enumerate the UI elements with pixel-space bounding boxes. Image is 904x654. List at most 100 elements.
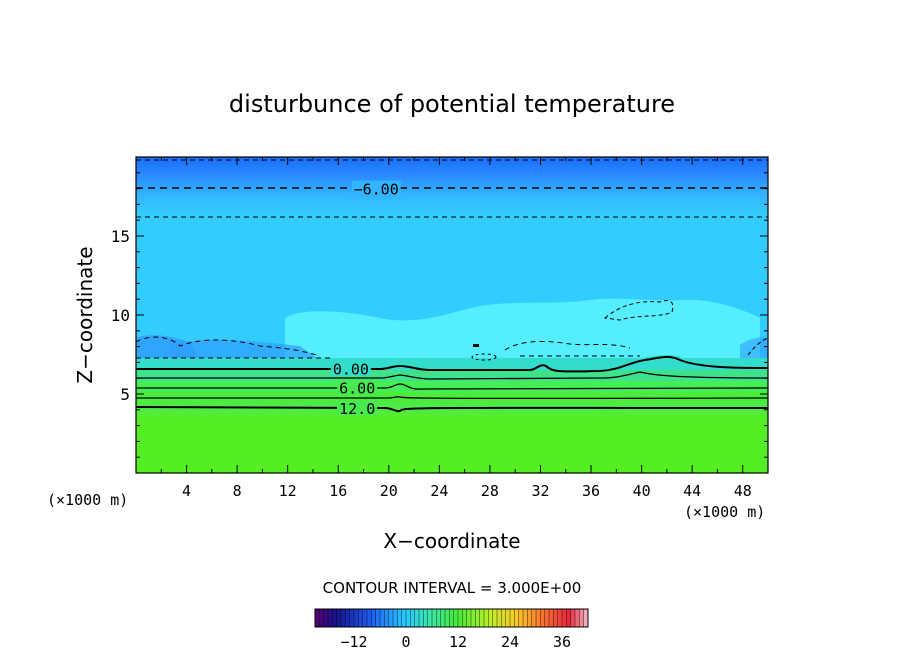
colorbar-cell (397, 609, 402, 627)
contour-label: 0.00 (333, 361, 369, 379)
contour-label-bg (330, 360, 371, 376)
x-tick-label: 8 (233, 482, 242, 500)
colorbar-cell (332, 609, 337, 627)
colorbar-cell (562, 609, 567, 627)
contour-line-0 (136, 355, 768, 373)
x-unit-label-left: (×1000 m) (47, 491, 128, 509)
contour-line-neg3-right (603, 299, 674, 321)
colorbar-cell (393, 609, 398, 627)
field-green-1 (136, 370, 768, 382)
colorbar-cell (531, 609, 537, 627)
colorbar-cell (315, 609, 320, 627)
y-tick-label: 15 (111, 227, 130, 246)
colorbar-cell (419, 609, 424, 627)
colorbar-cell (536, 609, 541, 627)
x-unit-label-right: (×1000 m) (684, 503, 765, 521)
colorbar-tick-label: −12 (340, 633, 367, 651)
colorbar-tick-label: 24 (501, 633, 519, 651)
contour-label: −6.00 (354, 181, 399, 199)
colorbar-cell (514, 609, 519, 627)
colorbar-cell (557, 609, 563, 627)
colorbar-cell (328, 609, 333, 627)
colorbar-cell (436, 609, 441, 627)
x-tick-label: 4 (182, 482, 191, 500)
colorbar-cell (527, 609, 532, 627)
colorbar-cell (358, 609, 363, 627)
colorbar-cell (410, 609, 415, 627)
colorbar-cell (488, 609, 493, 627)
x-tick-label: 28 (481, 482, 499, 500)
colorbar-cell (449, 609, 454, 627)
chart-title: disturbunce of potential temperature (229, 90, 675, 118)
y-axis-label: Z−coordinate (73, 246, 97, 383)
contour-line-9 (136, 396, 768, 400)
contour-label: 12.0 (339, 400, 375, 418)
colorbar-cell (349, 609, 355, 627)
colorbar-cell (492, 609, 498, 627)
colorbar-cell (458, 609, 463, 627)
contour-line-neg3-mid (504, 341, 640, 357)
y-axis-ticks: 5 10 15 (111, 172, 768, 458)
colorbar-cell (471, 609, 476, 627)
colorbar-cell (388, 609, 394, 627)
colorbar-cell (553, 609, 558, 627)
field-blue-patch-mid (170, 339, 320, 360)
colorbar (315, 609, 589, 627)
colorbar-cell (380, 609, 385, 627)
colorbar-cell (501, 609, 506, 627)
y-tick-label: 5 (120, 385, 130, 404)
contour-line-neg3-edge (747, 337, 768, 356)
colorbar-cell (371, 609, 376, 627)
contour-labels: −6.00 0.006.00 12.0 (330, 180, 401, 418)
colorbar-cell (345, 609, 350, 627)
colorbar-cell (570, 609, 576, 627)
colorbar-cell (375, 609, 381, 627)
colorbar-cell (401, 609, 407, 627)
x-tick-label: 44 (683, 482, 701, 500)
colorbar-cell (427, 609, 433, 627)
colorbar-cell (319, 609, 324, 627)
colorbar-frame (314, 608, 589, 628)
colorbar-cell (505, 609, 511, 627)
colorbar-cell (362, 609, 368, 627)
colorbar-cell (462, 609, 467, 627)
x-tick-label: 36 (582, 482, 600, 500)
colorbar-cell (414, 609, 420, 627)
colorbar-tick-label: 36 (553, 633, 571, 651)
field-lower (136, 405, 768, 473)
colorbar-cell (336, 609, 342, 627)
colorbar-cell (540, 609, 545, 627)
contour-interval-text: CONTOUR INTERVAL = 3.000E+00 (323, 579, 582, 597)
x-axis-label: X−coordinate (383, 529, 520, 553)
colorbar-cell (432, 609, 437, 627)
plot-area (136, 157, 768, 473)
contour-line-12 (136, 406, 768, 413)
field-green-3 (136, 392, 768, 406)
contour-label: 6.00 (339, 380, 375, 398)
colorbar-tick-label: 0 (401, 633, 410, 651)
colorbar-cell (583, 609, 589, 627)
colorbar-tick-labels: −12 0 12 24 36 (340, 633, 571, 651)
colorbar-cell (323, 609, 329, 627)
contour-line-6 (136, 383, 768, 390)
colorbar-cell (475, 609, 480, 627)
colorbar-cell (544, 609, 550, 627)
y-tick-label: 10 (111, 306, 130, 325)
contour-label-bg (337, 400, 378, 416)
colorbar-cell (497, 609, 502, 627)
colorbar-cell (523, 609, 528, 627)
colorbar-cell (510, 609, 515, 627)
x-tick-label: 24 (430, 482, 448, 500)
colorbar-tick-label: 12 (449, 633, 467, 651)
colorbar-cell (440, 609, 446, 627)
x-tick-label: 32 (531, 482, 549, 500)
colorbar-cell (518, 609, 524, 627)
x-tick-label: 48 (734, 482, 752, 500)
colorbar-cell (445, 609, 450, 627)
colorbar-cell (575, 609, 580, 627)
field-plume (285, 298, 760, 360)
x-axis-ticks: 4 8 12 16 20 24 28 32 36 40 44 48 (160, 157, 752, 500)
colorbar-cell (384, 609, 389, 627)
x-tick-label: 20 (380, 482, 398, 500)
